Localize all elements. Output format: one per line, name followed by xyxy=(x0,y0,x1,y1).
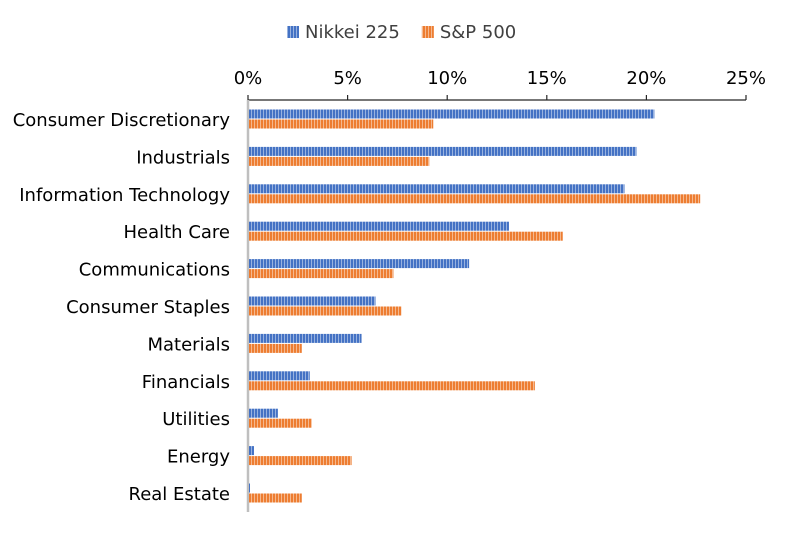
legend: Nikkei 225 S&P 500 xyxy=(287,22,516,43)
bar-nikkei-225-health-care xyxy=(249,221,509,231)
category-label-energy: Energy xyxy=(167,447,230,468)
bar-nikkei-225-utilities xyxy=(249,408,278,418)
x-axis: 0% 5% 10% 15% 20% 25% xyxy=(234,68,766,101)
category-label-industrials: Industrials xyxy=(136,147,230,168)
bar-nikkei-225-consumer-staples xyxy=(249,296,376,306)
category-label-health-care: Health Care xyxy=(123,222,230,243)
legend-item-sandp-500: S&P 500 xyxy=(421,22,516,43)
bar-nikkei-225-financials xyxy=(249,371,310,381)
bar-sandp-500-consumer-staples xyxy=(249,306,402,316)
bar-sandp-500-industrials xyxy=(249,156,430,166)
x-tick-label: 5% xyxy=(333,68,362,89)
x-tick-label: 0% xyxy=(234,68,263,89)
category-label-consumer-staples: Consumer Staples xyxy=(66,297,230,318)
bars xyxy=(249,109,701,503)
bar-nikkei-225-communications xyxy=(249,259,470,269)
legend-item-nikkei-225: Nikkei 225 xyxy=(287,22,400,43)
bar-sandp-500-materials xyxy=(249,343,302,353)
legend-label-sandp-500: S&P 500 xyxy=(440,22,516,43)
category-label-real-estate: Real Estate xyxy=(129,484,231,505)
bar-sandp-500-energy xyxy=(249,456,352,466)
category-label-materials: Materials xyxy=(147,334,230,355)
x-tick-label: 25% xyxy=(726,68,766,89)
bar-sandp-500-communications xyxy=(249,269,394,279)
x-tick-label: 15% xyxy=(527,68,567,89)
bar-sandp-500-consumer-discretionary xyxy=(249,119,434,129)
bar-nikkei-225-materials xyxy=(249,333,362,343)
category-label-communications: Communications xyxy=(79,260,230,281)
category-label-consumer-discretionary: Consumer Discretionary xyxy=(13,110,231,131)
bar-sandp-500-financials xyxy=(249,381,535,391)
x-tick-label: 20% xyxy=(626,68,666,89)
legend-swatch-sandp-500 xyxy=(421,26,434,38)
category-label-information-technology: Information Technology xyxy=(19,185,230,206)
bar-sandp-500-health-care xyxy=(249,231,563,241)
bar-sandp-500-utilities xyxy=(249,418,312,428)
bar-nikkei-225-consumer-discretionary xyxy=(249,109,655,119)
bar-sandp-500-real-estate xyxy=(249,493,302,503)
legend-swatch-nikkei-225 xyxy=(287,26,299,38)
category-axis: Consumer Discretionary Industrials Informa… xyxy=(13,100,250,512)
x-tick-label: 10% xyxy=(427,68,467,89)
legend-label-nikkei-225: Nikkei 225 xyxy=(305,22,400,43)
bar-nikkei-225-energy xyxy=(249,446,254,456)
category-label-utilities: Utilities xyxy=(162,409,230,430)
bar-nikkei-225-real-estate xyxy=(249,483,250,493)
category-label-financials: Financials xyxy=(142,372,230,393)
bar-sandp-500-information-technology xyxy=(249,194,701,204)
bar-nikkei-225-industrials xyxy=(249,146,637,156)
bar-nikkei-225-information-technology xyxy=(249,184,625,194)
